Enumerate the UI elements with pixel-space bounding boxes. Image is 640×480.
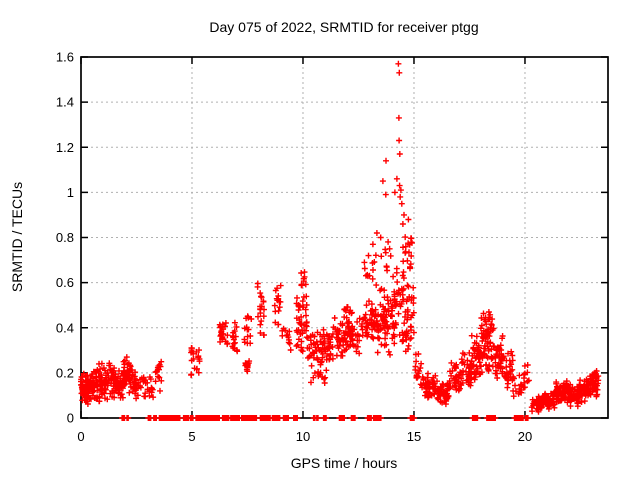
x-axis-label: GPS time / hours <box>290 455 398 471</box>
y-tick-label: 0.4 <box>56 320 74 335</box>
y-tick-label: 0.2 <box>56 365 74 380</box>
y-tick-label: 0.6 <box>56 275 74 290</box>
x-tick-label: 10 <box>296 429 310 444</box>
x-tick-label: 20 <box>518 429 532 444</box>
y-tick-label: 1.2 <box>56 140 74 155</box>
y-tick-label: 1 <box>67 185 74 200</box>
scatter-points <box>78 60 602 421</box>
y-tick-label: 0.8 <box>56 230 74 245</box>
x-tick-label: 15 <box>407 429 421 444</box>
y-tick-label: 1.6 <box>56 50 74 65</box>
chart-title: Day 075 of 2022, SRMTID for receiver ptg… <box>209 19 479 35</box>
y-tick-label: 1.4 <box>56 95 74 110</box>
x-tick-label: 0 <box>77 429 84 444</box>
y-tick-label: 0 <box>67 411 74 426</box>
gridlines <box>81 57 608 418</box>
x-tick-label: 5 <box>188 429 195 444</box>
